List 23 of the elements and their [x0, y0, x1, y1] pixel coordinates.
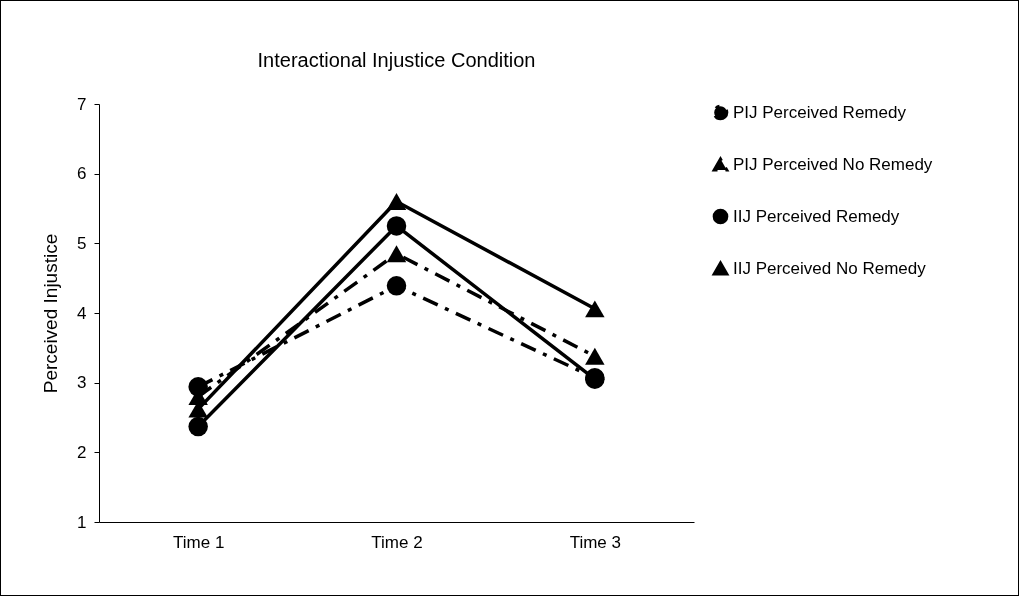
y-tick-label: 6 [77, 164, 87, 184]
point [188, 416, 208, 437]
point [585, 347, 605, 365]
y-tick-label: 5 [77, 233, 87, 253]
legend-label: IIJ Perceived No Remedy [733, 258, 927, 278]
y-tick-label: 2 [77, 442, 87, 462]
point [386, 216, 407, 236]
legend-label: PIJ Perceived No Remedy [733, 154, 933, 174]
y-tick-label: 3 [77, 373, 87, 393]
point [585, 300, 605, 318]
legend-label: PIJ Perceived Remedy [733, 102, 907, 122]
point [386, 276, 407, 296]
x-tick-label: Time 3 [569, 532, 621, 552]
x-tick-label: Time 2 [371, 532, 423, 552]
x-tick-label: Time 1 [173, 532, 225, 552]
point [386, 193, 407, 210]
y-tick-label: 1 [77, 512, 87, 532]
point [386, 245, 407, 263]
y-tick-label: 7 [77, 94, 87, 114]
legend-label: IIJ Perceived Remedy [733, 206, 900, 226]
y-tick-label: 4 [77, 303, 87, 323]
chart-title: Interactional Injustice Condition [257, 49, 536, 71]
y-axis-title: Perceived Injustice [40, 233, 62, 394]
